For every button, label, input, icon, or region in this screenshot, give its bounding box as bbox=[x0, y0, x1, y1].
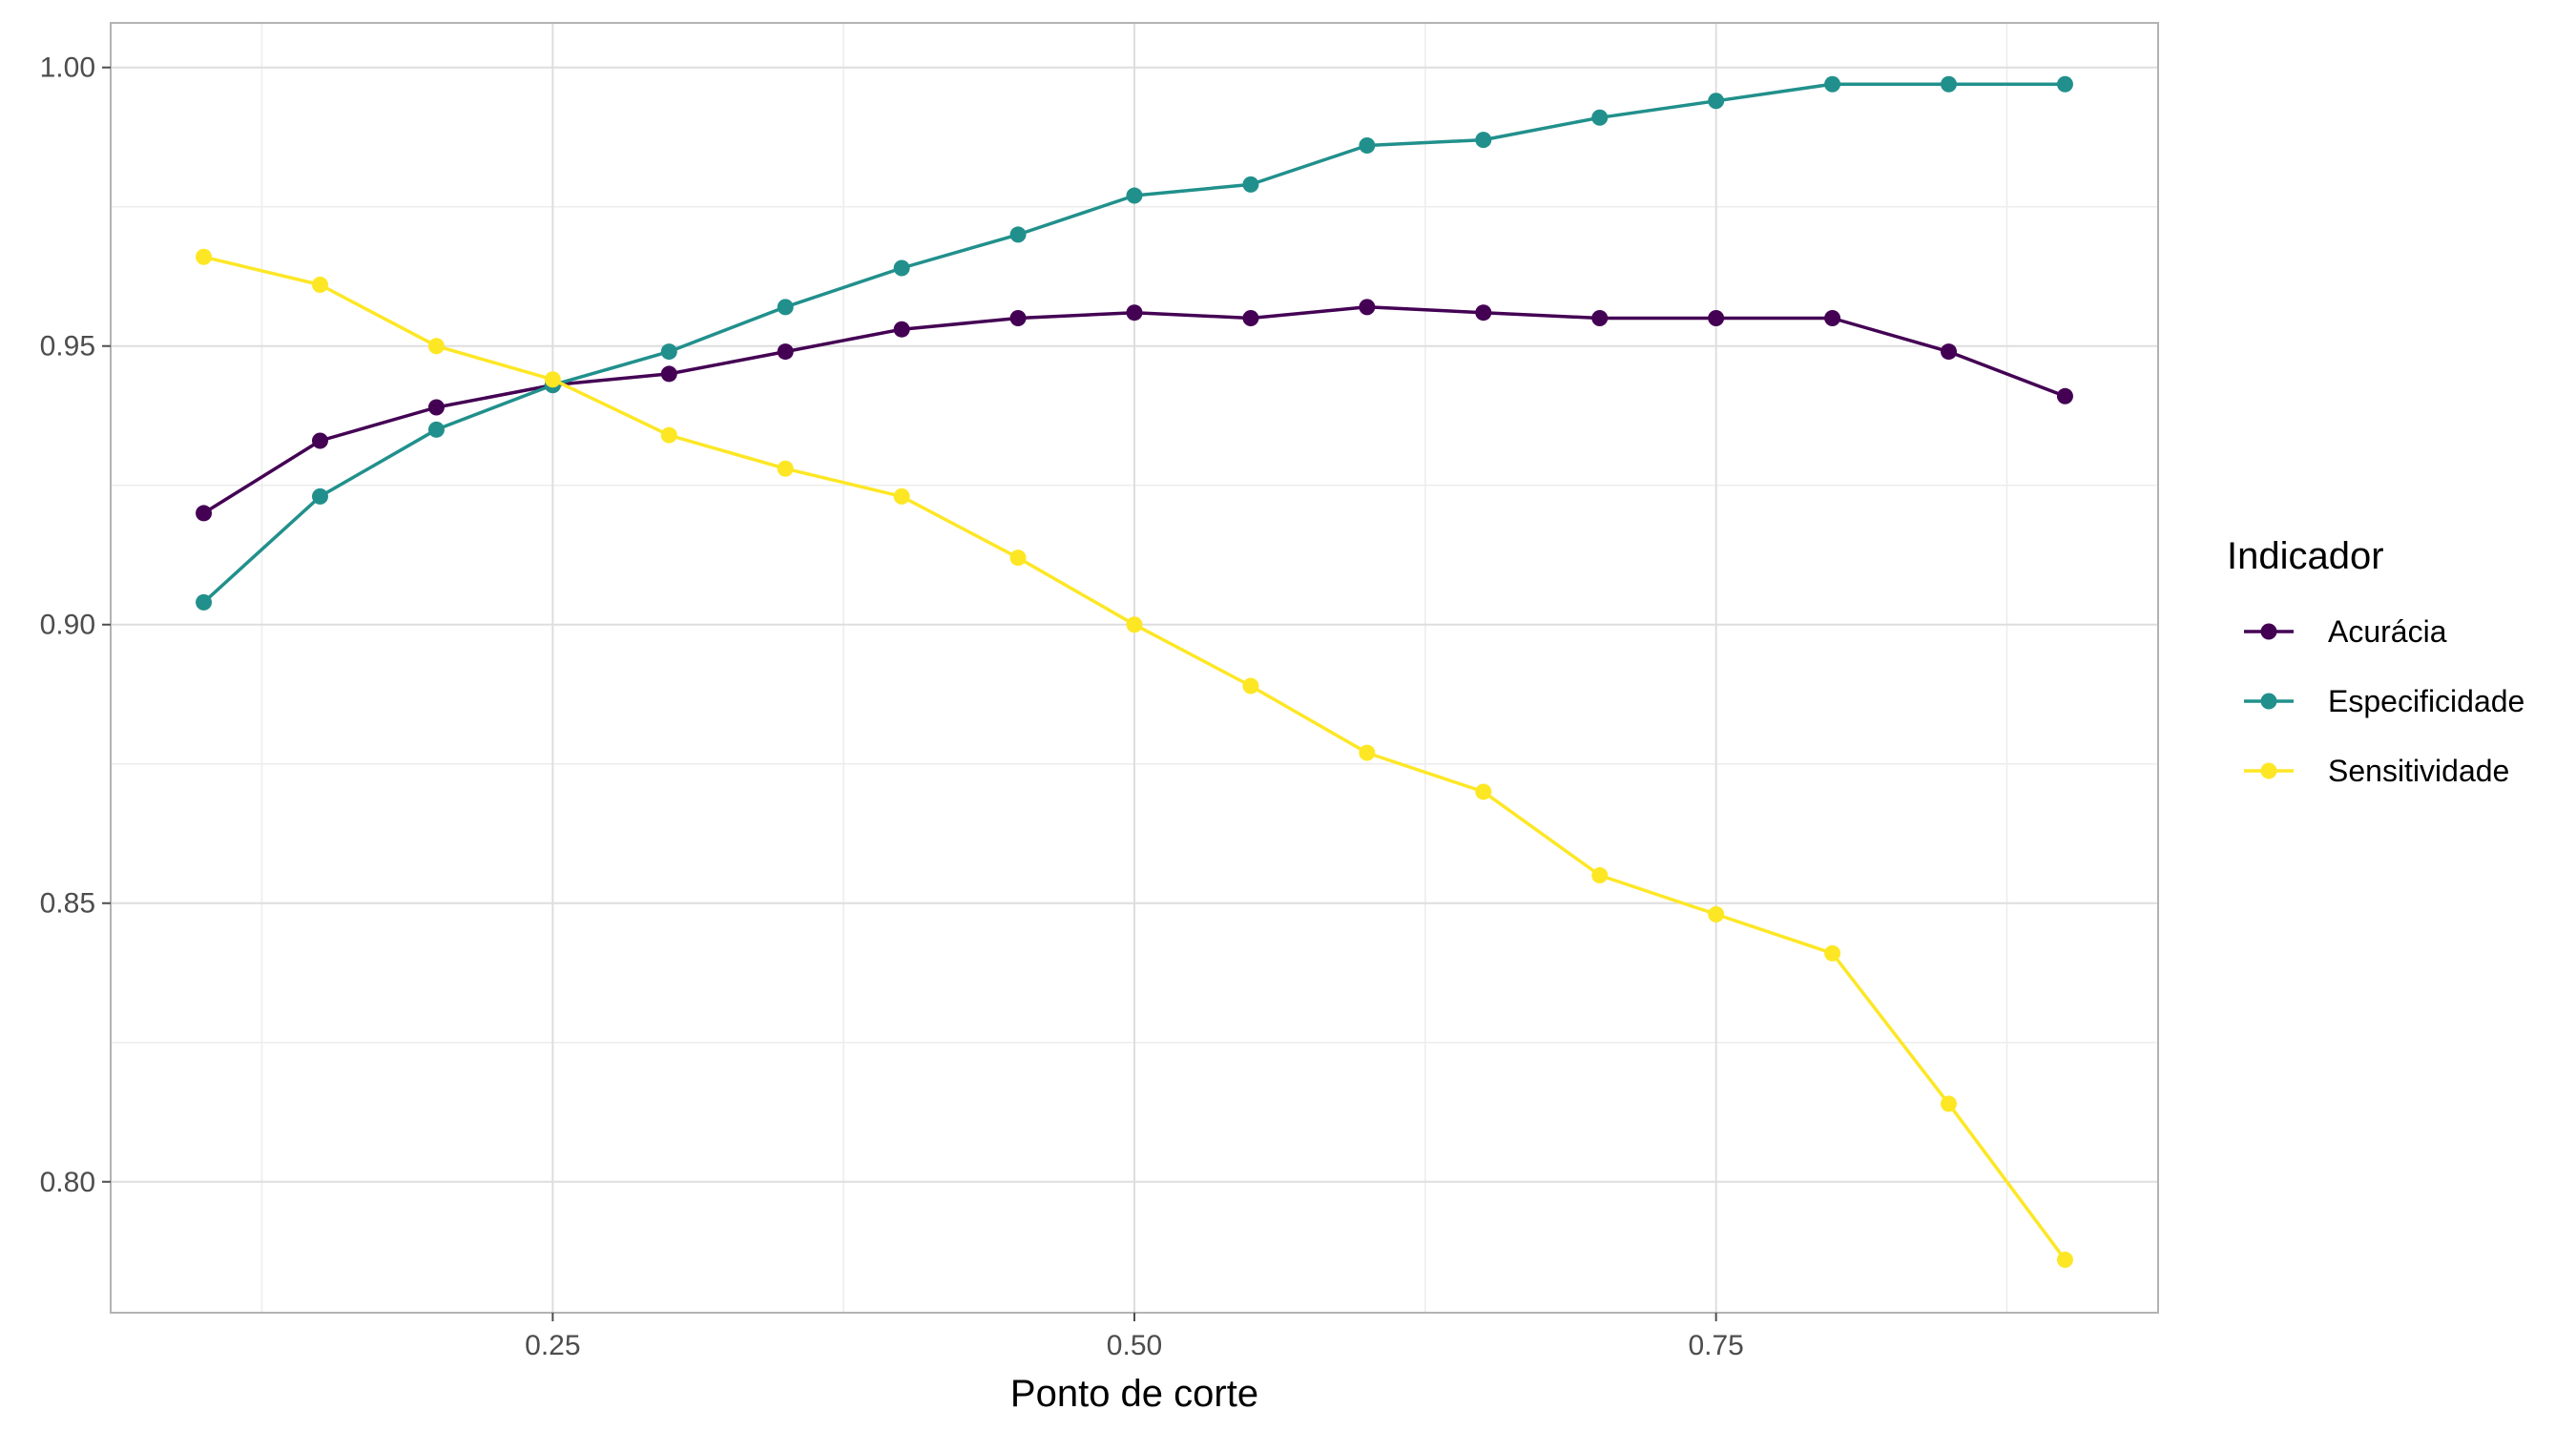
x-tick-label: 0.75 bbox=[1688, 1330, 1743, 1361]
legend-key-point bbox=[2260, 762, 2277, 779]
data-point bbox=[1475, 783, 1492, 800]
series-2 bbox=[196, 75, 2073, 611]
data-point bbox=[2056, 1252, 2073, 1269]
data-point bbox=[1359, 136, 1376, 154]
data-point bbox=[893, 321, 910, 338]
data-point bbox=[196, 593, 213, 611]
data-point bbox=[196, 248, 213, 265]
data-point bbox=[1009, 310, 1027, 327]
data-point bbox=[1708, 905, 1725, 923]
data-point bbox=[427, 399, 445, 416]
axes: 0.25 0.50 0.75 0.80 0.85 0.90 0.95 1.00 bbox=[40, 52, 1744, 1361]
legend-items: Acurácia Especificidade Sensitividade bbox=[2244, 614, 2524, 788]
legend-title: Indicador bbox=[2227, 535, 2384, 577]
x-tick-label: 0.25 bbox=[525, 1330, 580, 1361]
legend-item: Sensitividade bbox=[2244, 754, 2509, 788]
data-point bbox=[1009, 226, 1027, 243]
data-point bbox=[2056, 75, 2073, 93]
legend-key-point bbox=[2260, 623, 2277, 640]
legend-item: Acurácia bbox=[2244, 614, 2447, 649]
legend: Indicador Acurácia Especificidade Sensitiv… bbox=[2227, 535, 2524, 788]
data-point bbox=[660, 343, 677, 361]
data-point bbox=[1126, 616, 1143, 633]
data-point bbox=[777, 460, 794, 477]
data-point bbox=[1591, 310, 1609, 327]
data-point bbox=[1009, 550, 1027, 567]
data-point bbox=[1708, 310, 1725, 327]
grid bbox=[111, 23, 2158, 1313]
x-axis-title: Ponto de corte bbox=[1010, 1373, 1258, 1415]
data-point bbox=[1242, 176, 1259, 193]
legend-label: Acurácia bbox=[2328, 614, 2447, 649]
data-point bbox=[1242, 677, 1259, 695]
data-point bbox=[1824, 75, 1841, 93]
data-point bbox=[311, 276, 328, 293]
data-point bbox=[427, 338, 445, 355]
y-tick-label: 0.95 bbox=[40, 331, 95, 363]
data-point bbox=[1242, 310, 1259, 327]
data-point bbox=[893, 487, 910, 505]
data-point bbox=[1126, 304, 1143, 321]
data-point bbox=[660, 365, 677, 383]
data-point bbox=[1708, 93, 1725, 110]
data-point bbox=[777, 343, 794, 361]
data-point bbox=[544, 371, 561, 388]
data-point bbox=[1591, 109, 1609, 126]
data-point bbox=[1824, 310, 1841, 327]
data-point bbox=[311, 432, 328, 449]
data-point bbox=[311, 487, 328, 505]
y-tick-label: 0.80 bbox=[40, 1167, 95, 1198]
data-point bbox=[893, 259, 910, 277]
data-point bbox=[777, 299, 794, 316]
data-point bbox=[660, 426, 677, 444]
data-point bbox=[1941, 343, 1958, 361]
data-point bbox=[1941, 75, 1958, 93]
data-point bbox=[196, 505, 213, 522]
data-point bbox=[427, 421, 445, 438]
legend-label: Especificidade bbox=[2328, 684, 2524, 718]
data-point bbox=[1475, 132, 1492, 149]
legend-key-point bbox=[2260, 693, 2277, 710]
data-point bbox=[1475, 304, 1492, 321]
data-point bbox=[1824, 944, 1841, 962]
data-point bbox=[1359, 744, 1376, 761]
data-point bbox=[1591, 867, 1609, 884]
data-point bbox=[2056, 387, 2073, 404]
data-point bbox=[1941, 1095, 1958, 1112]
data-point bbox=[1359, 299, 1376, 316]
legend-label: Sensitividade bbox=[2328, 754, 2509, 788]
x-tick-label: 0.50 bbox=[1107, 1330, 1162, 1361]
series-layer bbox=[196, 75, 2073, 1269]
y-tick-label: 0.85 bbox=[40, 888, 95, 920]
y-tick-label: 0.90 bbox=[40, 610, 95, 641]
legend-item: Especificidade bbox=[2244, 684, 2524, 718]
data-point bbox=[1126, 187, 1143, 204]
y-tick-label: 1.00 bbox=[40, 52, 95, 84]
series-3 bbox=[196, 248, 2073, 1269]
